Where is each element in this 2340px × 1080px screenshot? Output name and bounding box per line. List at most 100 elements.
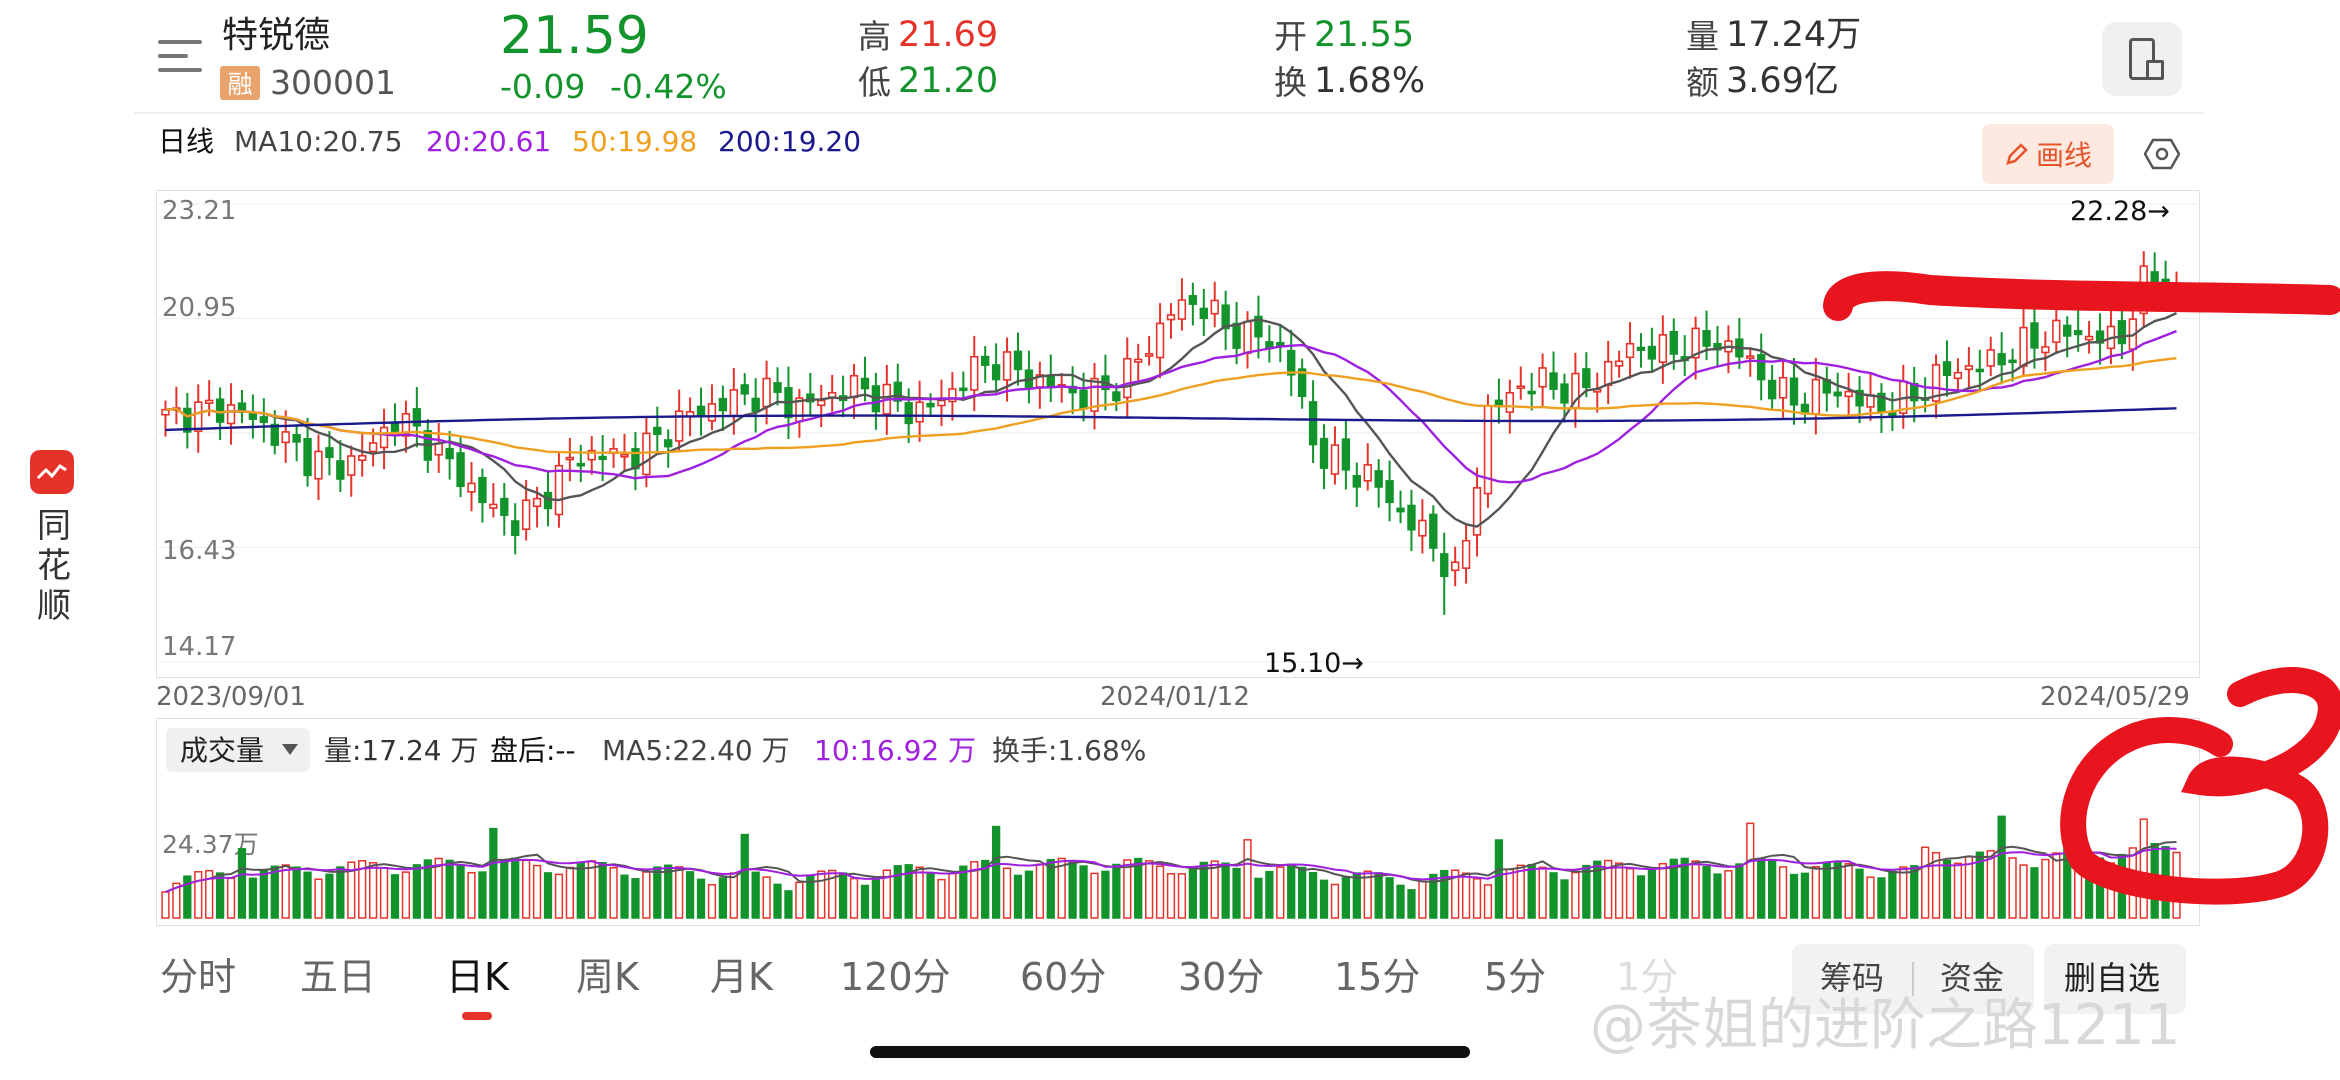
tab-intraday[interactable]: 分时 [160, 955, 237, 999]
candle-body [1166, 314, 1176, 321]
high-marker: 22.28→ [2070, 196, 2170, 227]
candle-body [292, 434, 301, 443]
candle-body [1155, 322, 1165, 359]
candle-body [1472, 487, 1482, 536]
candle-body [532, 497, 542, 508]
candle-body [707, 403, 717, 422]
candle-body [1440, 553, 1449, 578]
vol-ma10-line [165, 847, 2177, 893]
menu-icon[interactable] [158, 38, 202, 74]
tab-60min[interactable]: 60分 [1020, 955, 1107, 999]
volume-bar [653, 866, 662, 919]
landscape-switch-button[interactable] [2102, 22, 2182, 96]
indicator-dropdown[interactable]: 成交量 [166, 728, 310, 772]
volume-bar [445, 859, 454, 919]
candle-body [860, 377, 870, 390]
candle-body [1287, 349, 1296, 376]
volume-bar [1844, 863, 1853, 919]
tab-30min[interactable]: 30分 [1178, 955, 1265, 999]
volume-bar [1636, 875, 1646, 919]
tab-weekly-k[interactable]: 周K [576, 955, 639, 999]
volume-bar [959, 865, 968, 919]
tab-monthly-k[interactable]: 月K [710, 955, 773, 999]
volume-bar [1691, 860, 1700, 919]
home-indicator[interactable] [870, 1046, 1470, 1058]
volume-bar [1724, 870, 1733, 919]
volume-bar [707, 884, 717, 919]
candle-body [1330, 444, 1340, 475]
volume-bar [1166, 873, 1176, 919]
candle-body [806, 393, 815, 403]
price-axis-top: 23.21 [162, 196, 237, 226]
candle-body [226, 404, 236, 425]
candle-body [664, 439, 673, 448]
tonghuashun-app-icon[interactable] [30, 450, 74, 494]
candle-body [1199, 307, 1208, 320]
tab-5min[interactable]: 5分 [1484, 955, 1547, 999]
candle-body [1942, 361, 1952, 377]
tab-five-day[interactable]: 五日 [300, 955, 377, 999]
candle-body [456, 452, 465, 488]
volume-bar [1877, 877, 1886, 919]
candle-body [959, 387, 968, 392]
volume-bar [1571, 871, 1580, 919]
chips-button[interactable]: 筹码 [1820, 959, 1885, 997]
app-name: 同花顺 [37, 506, 71, 626]
candle-body [2063, 324, 2072, 337]
tab-daily-k[interactable]: 日K [446, 955, 509, 999]
candle-body [1297, 368, 1307, 398]
candle-body [412, 408, 422, 427]
candle-body [2084, 335, 2094, 341]
stock-code: 300001 [270, 63, 396, 102]
volume-bar [664, 864, 673, 919]
remove-watchlist-label: 删自选 [2064, 959, 2161, 997]
volume-bar [1855, 868, 1864, 919]
remove-watchlist-button[interactable]: 删自选 [2044, 944, 2186, 1014]
volume-bar [336, 866, 345, 919]
volume-chart-frame[interactable] [156, 718, 2200, 926]
candle-body [1385, 480, 1394, 504]
price-change: -0.09 [500, 67, 586, 106]
phone-icon [2129, 38, 2155, 80]
volume-bar [1276, 866, 1285, 919]
candle-body [1090, 377, 1099, 412]
volume-bar [1483, 884, 1493, 919]
volume-bar [762, 876, 771, 919]
kline-chart[interactable] [156, 190, 2200, 678]
settings-icon[interactable] [2143, 136, 2181, 172]
volume-bar [532, 864, 542, 919]
candle-body [718, 397, 728, 412]
volume-bar [1298, 866, 1307, 919]
candle-body [194, 401, 203, 432]
funds-button[interactable]: 资金 [1940, 959, 2005, 997]
candle-body [281, 431, 290, 444]
volume-bar [773, 883, 782, 919]
kline-chart-frame[interactable] [156, 190, 2200, 678]
amount-label: 额 [1686, 63, 1719, 102]
candle-body [926, 402, 935, 408]
volume-ma-lines [165, 841, 2177, 893]
volume-bar [259, 870, 268, 919]
volume-bar [598, 861, 607, 919]
candle-body [379, 426, 389, 449]
candle-body [511, 520, 520, 536]
tab-1min[interactable]: 1分 [1616, 955, 1679, 999]
candle-body [1002, 351, 1012, 381]
candle-body [248, 413, 258, 420]
draw-line-button[interactable]: 画线 [1982, 124, 2114, 184]
volume-bar [1953, 862, 1963, 919]
candle-body [653, 426, 662, 436]
candle-body [2117, 320, 2127, 345]
volume-bar [423, 859, 432, 919]
candle-body [1582, 368, 1591, 389]
tab-15min[interactable]: 15分 [1334, 955, 1421, 999]
volume-bar [685, 871, 695, 919]
candle-body [368, 442, 378, 453]
candle-body [576, 462, 585, 467]
tab-120min[interactable]: 120分 [840, 955, 951, 999]
volume-bar [1472, 878, 1482, 919]
candle-body [1221, 304, 1230, 330]
candle-body [1549, 372, 1558, 390]
volume-bar [1658, 862, 1667, 919]
volume-bar [817, 870, 826, 919]
